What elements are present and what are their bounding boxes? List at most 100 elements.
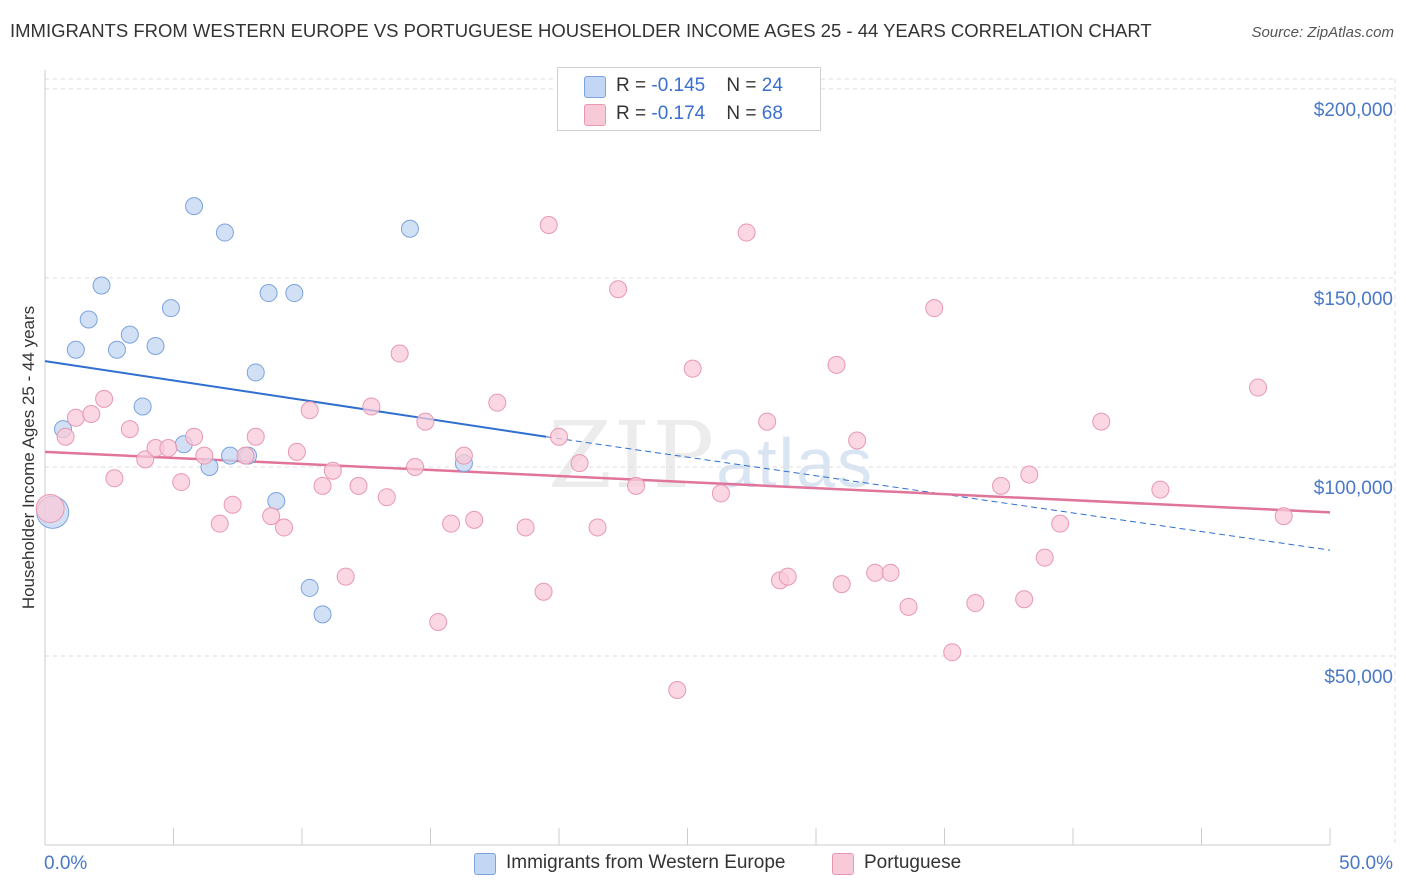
point-portuguese	[210, 514, 229, 533]
point-western-europe	[285, 284, 304, 303]
point-portuguese	[1274, 507, 1293, 526]
point-western-europe	[66, 340, 85, 359]
point-western-europe	[79, 310, 98, 329]
point-western-europe	[161, 299, 180, 318]
point-portuguese	[195, 446, 214, 465]
n-label: N =	[726, 75, 762, 96]
point-portuguese	[866, 563, 885, 582]
point-portuguese	[465, 510, 484, 529]
point-portuguese	[899, 597, 918, 616]
point-western-europe	[313, 605, 332, 624]
r-value: -0.174	[651, 103, 706, 124]
y-tick-label: $100,000	[1314, 478, 1393, 499]
point-portuguese	[550, 427, 568, 446]
y-tick-label: $50,000	[1324, 667, 1393, 688]
point-portuguese	[56, 427, 75, 446]
trend-line-portuguese	[44, 450, 1331, 514]
point-portuguese	[390, 344, 409, 363]
point-portuguese	[66, 408, 85, 427]
point-portuguese	[105, 469, 124, 488]
point-portuguese	[609, 280, 628, 299]
point-portuguese	[758, 412, 777, 431]
legend-swatch-pink	[584, 104, 606, 126]
tick-labels: $50,000 $100,000 $150,000 $200,000 0.0% 50.0%…	[19, 100, 1393, 874]
point-portuguese	[406, 457, 425, 476]
r-label: R =	[616, 75, 652, 96]
point-portuguese	[323, 461, 342, 480]
point-portuguese	[313, 476, 332, 495]
point-portuguese	[1151, 480, 1170, 499]
point-portuguese	[992, 476, 1011, 495]
point-portuguese	[454, 446, 473, 465]
y-axis-title: Householder Income Ages 25 - 44 years	[19, 306, 38, 609]
point-portuguese	[172, 473, 191, 492]
point-portuguese	[159, 439, 178, 458]
r-label: R =	[616, 103, 652, 124]
point-portuguese	[1020, 465, 1039, 484]
point-portuguese	[1249, 378, 1268, 397]
point-portuguese	[120, 420, 139, 439]
point-portuguese	[488, 393, 507, 412]
data-points	[35, 197, 1293, 699]
point-portuguese	[570, 454, 589, 473]
point-portuguese	[737, 223, 756, 242]
point-western-europe	[215, 223, 234, 242]
y-tick-label: $150,000	[1314, 289, 1393, 310]
point-portuguese	[287, 442, 306, 461]
point-western-europe	[146, 336, 165, 355]
point-portuguese	[35, 494, 65, 524]
point-portuguese	[516, 518, 535, 537]
point-portuguese	[778, 567, 797, 586]
point-western-europe	[185, 197, 204, 216]
point-western-europe	[221, 446, 240, 465]
n-value: 68	[761, 103, 783, 124]
point-portuguese	[848, 431, 867, 450]
point-portuguese	[1015, 590, 1034, 609]
point-portuguese	[236, 446, 255, 465]
point-portuguese	[711, 484, 730, 503]
legend-text-western-europe: R = -0.145 N = 24	[616, 75, 783, 97]
legend-swatch-blue	[584, 76, 606, 98]
correlation-legend: R = -0.145 N = 24 R = -0.174 N = 68	[557, 67, 821, 131]
bottom-legend-swatch-blue	[474, 853, 496, 875]
point-portuguese	[881, 563, 900, 582]
x-tick-label-max: 50.0%	[1339, 853, 1393, 874]
n-label: N =	[726, 103, 762, 124]
point-portuguese	[377, 488, 396, 507]
trend-line-western-europe-extrapolated	[546, 436, 1331, 551]
trend-line-western-europe	[44, 360, 547, 438]
source-label: Source: ZipAtlas.com	[1251, 24, 1394, 41]
point-western-europe	[246, 363, 265, 382]
point-portuguese	[262, 507, 281, 526]
point-portuguese	[925, 299, 944, 318]
point-portuguese	[416, 412, 435, 431]
point-western-europe	[400, 219, 419, 238]
point-portuguese	[943, 643, 962, 662]
point-western-europe	[133, 397, 152, 416]
point-portuguese	[539, 216, 558, 234]
point-portuguese	[429, 612, 448, 631]
bottom-legend-label-western-europe: Immigrants from Western Europe	[506, 852, 786, 873]
point-portuguese	[832, 575, 851, 594]
point-portuguese	[683, 359, 702, 378]
point-portuguese	[827, 355, 846, 374]
n-value: 24	[761, 75, 783, 96]
point-portuguese	[246, 427, 265, 446]
point-western-europe	[92, 276, 111, 295]
point-portuguese	[442, 514, 461, 533]
point-portuguese	[668, 681, 687, 699]
point-portuguese	[966, 594, 985, 613]
x-tick-label-min: 0.0%	[44, 853, 87, 874]
point-western-europe	[300, 578, 319, 597]
point-portuguese	[1092, 412, 1111, 431]
point-portuguese	[588, 518, 607, 537]
axes	[44, 70, 1331, 846]
point-portuguese	[300, 401, 319, 420]
point-portuguese	[1051, 514, 1070, 533]
point-portuguese	[534, 582, 553, 601]
point-portuguese	[223, 495, 242, 514]
point-portuguese	[349, 476, 368, 495]
point-portuguese	[95, 389, 114, 408]
legend-text-portuguese: R = -0.174 N = 68	[616, 103, 783, 125]
